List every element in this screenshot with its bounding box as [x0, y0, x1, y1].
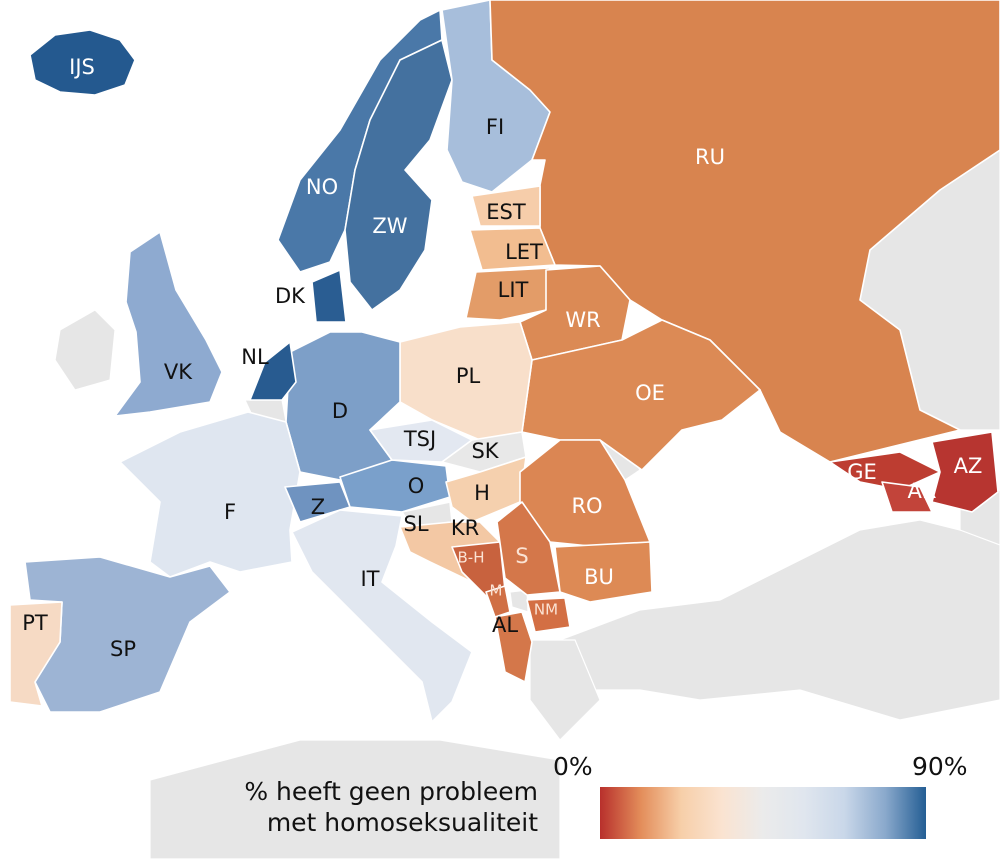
- country-label-oe: OE: [635, 381, 665, 405]
- no-data-region: [539, 519, 1000, 721]
- country-label-sl: SL: [403, 512, 428, 536]
- country-label-it: IT: [360, 567, 379, 591]
- country-label-pl: PL: [456, 364, 481, 388]
- country-nl: [249, 341, 297, 401]
- country-let: [469, 227, 556, 271]
- no-data-region: [529, 639, 601, 741]
- country-dk: [311, 269, 347, 323]
- legend-title-line1: % heeft geen probleem: [244, 777, 538, 806]
- country-label-vk: VK: [164, 360, 193, 384]
- country-label-no: NO: [306, 175, 338, 199]
- country-label-lit: LIT: [498, 278, 529, 302]
- country-label-ro: RO: [571, 494, 602, 518]
- country-sk: [441, 431, 527, 473]
- no-data-region: [149, 739, 561, 859]
- legend-min-label: 0%: [553, 752, 593, 781]
- country-label-sk: SK: [471, 439, 499, 463]
- country-s: [496, 501, 561, 596]
- country-label-ar: AR: [908, 479, 937, 503]
- country-labels: IJS NO ZW FI RU EST LET LIT WR OE PL D DK NL VK F SP PT Z O…: [22, 55, 982, 661]
- no-data-region: [54, 309, 116, 391]
- country-label-nm: NM: [534, 601, 558, 619]
- countries: [9, 0, 1000, 723]
- country-oe: [521, 319, 761, 471]
- country-label-f: F: [224, 500, 236, 524]
- country-label-dk: DK: [275, 284, 306, 308]
- country-zw: [344, 39, 453, 311]
- country-ge: [829, 451, 941, 491]
- legend-max-label: 90%: [912, 752, 968, 781]
- legend-color-scale: [600, 787, 926, 839]
- country-label-az: AZ: [954, 454, 983, 478]
- country-label-b-h: B-H: [458, 549, 485, 567]
- country-label-z: Z: [311, 495, 325, 519]
- legend-title: % heeft geen probleem met homoseksualite…: [244, 776, 538, 838]
- country-nm: [526, 597, 571, 633]
- legend-title-line2: met homoseksualiteit: [266, 808, 538, 837]
- country-label-fi: FI: [486, 115, 504, 139]
- country-vk: [114, 231, 223, 417]
- no-data-regions: [54, 149, 1000, 859]
- country-label-kr: KR: [451, 516, 479, 540]
- country-label-ru: RU: [695, 145, 725, 169]
- country-label-zw: ZW: [372, 214, 407, 238]
- country-f: [119, 411, 301, 578]
- country-label-bu: BU: [584, 565, 614, 589]
- country-pt: [9, 601, 63, 707]
- country-ijs: [29, 29, 136, 96]
- country-label-tsj: TSJ: [403, 427, 436, 451]
- country-label-s: S: [515, 544, 528, 568]
- country-label-ijs: IJS: [69, 55, 95, 79]
- country-label-pt: PT: [22, 611, 48, 635]
- country-label-h: H: [474, 481, 490, 505]
- country-label-wr: WR: [565, 308, 600, 332]
- country-az: [931, 431, 999, 513]
- country-label-al: AL: [492, 613, 518, 637]
- country-label-est: EST: [486, 200, 526, 224]
- country-label-let: LET: [505, 240, 543, 264]
- country-al: [494, 611, 533, 683]
- country-ar: [881, 481, 933, 513]
- country-m: [485, 585, 511, 618]
- country-est: [471, 185, 541, 227]
- country-lit: [465, 267, 551, 321]
- country-it: [291, 509, 473, 723]
- country-label-nl: NL: [241, 345, 269, 369]
- country-label-ge: GE: [847, 460, 877, 484]
- country-label-o: O: [408, 474, 425, 498]
- country-label-sp: SP: [110, 637, 136, 661]
- country-label-m: M: [490, 582, 503, 600]
- country-label-d: D: [332, 399, 348, 423]
